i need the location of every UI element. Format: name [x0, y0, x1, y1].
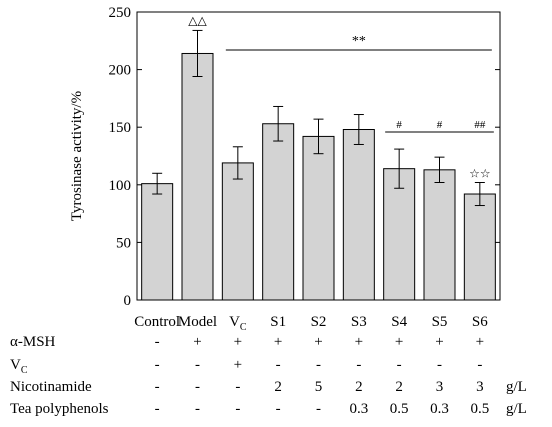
- treatment-row-label-main: Tea polyphenols: [10, 401, 109, 417]
- x-tick-label: VC: [229, 314, 247, 333]
- x-tick-label-main: S3: [351, 314, 367, 330]
- bar: [302, 135, 335, 301]
- bar: [383, 168, 416, 301]
- treatment-unit: g/L: [506, 401, 527, 417]
- treatment-cell: -: [235, 401, 240, 417]
- bar: [141, 183, 174, 301]
- treatment-cell: -: [356, 357, 361, 373]
- x-tick-label-main: S2: [311, 314, 327, 330]
- treatment-cell: +: [234, 334, 242, 350]
- treatment-cell: 3: [476, 379, 484, 395]
- y-tick-label: 0: [124, 293, 132, 309]
- bar: [262, 123, 295, 301]
- y-axis-label: Tyrosinase activity/%: [69, 91, 85, 221]
- x-tick-label-main: V: [229, 314, 240, 330]
- treatment-row-label: Tea polyphenols: [10, 401, 109, 417]
- x-tick-label: Model: [178, 314, 217, 330]
- treatment-cell: +: [395, 334, 403, 350]
- model-annotation: △△: [188, 13, 207, 27]
- x-tick-label-main: S6: [472, 314, 488, 330]
- treatment-row-label-main: α-MSH: [10, 334, 56, 350]
- treatment-cell: 0.5: [390, 401, 409, 417]
- treatment-cell: -: [155, 357, 160, 373]
- x-tick-label: S3: [351, 314, 367, 330]
- treatment-cell: +: [476, 334, 484, 350]
- treatment-row-label-subscript: C: [21, 365, 28, 376]
- y-tick-label: 100: [109, 178, 132, 194]
- treatment-cell: -: [437, 357, 442, 373]
- treatment-cell: -: [477, 357, 482, 373]
- bar: [463, 193, 496, 301]
- y-tick-label: 150: [109, 120, 132, 136]
- treatment-cell: +: [314, 334, 322, 350]
- treatment-row-label: Nicotinamide: [10, 379, 92, 395]
- treatment-cell: -: [155, 401, 160, 417]
- bar: [181, 52, 214, 301]
- x-tick-label: S2: [311, 314, 327, 330]
- treatment-cell: -: [195, 357, 200, 373]
- treatment-row-label-main: Nicotinamide: [10, 379, 92, 395]
- treatment-cell: -: [316, 401, 321, 417]
- x-tick-label: Control: [134, 314, 180, 330]
- treatment-cell: 2: [355, 379, 363, 395]
- treatment-cell: +: [274, 334, 282, 350]
- x-tick-label-main: Model: [178, 314, 217, 330]
- bar: [342, 129, 375, 301]
- treatment-cell: -: [155, 379, 160, 395]
- x-tick-label: S4: [391, 314, 407, 330]
- y-tick-label: 250: [109, 5, 132, 21]
- y-tick-label: 50: [116, 235, 131, 251]
- treatment-cell: -: [195, 401, 200, 417]
- treatment-cell: -: [276, 357, 281, 373]
- treatment-cell: -: [316, 357, 321, 373]
- treatment-cell: -: [195, 379, 200, 395]
- x-tick-label-main: S5: [432, 314, 448, 330]
- s6-hash-annotation: ##: [474, 119, 486, 131]
- treatment-cell: -: [276, 401, 281, 417]
- treatment-cell: +: [234, 357, 242, 373]
- treatment-cell: 0.5: [470, 401, 489, 417]
- treatment-cell: 2: [274, 379, 282, 395]
- significance-mark: **: [352, 34, 366, 49]
- treatment-cell: -: [235, 379, 240, 395]
- x-tick-label: S5: [432, 314, 448, 330]
- x-tick-label: S6: [472, 314, 488, 330]
- s4-annotation: #: [396, 119, 402, 131]
- treatment-cell: -: [155, 334, 160, 350]
- treatment-cell: +: [193, 334, 201, 350]
- s5-annotation: #: [437, 119, 443, 131]
- x-tick-label-subscript: C: [240, 322, 247, 333]
- treatment-unit: g/L: [506, 379, 527, 395]
- x-tick-label-main: S1: [270, 314, 286, 330]
- treatment-cell: 2: [395, 379, 403, 395]
- treatment-cell: 5: [315, 379, 323, 395]
- treatment-cell: +: [355, 334, 363, 350]
- s6-star-annotation: ☆☆: [469, 166, 491, 180]
- treatment-row-label: VC: [10, 357, 28, 376]
- x-tick-label: S1: [270, 314, 286, 330]
- treatment-row-label: α-MSH: [10, 334, 56, 350]
- x-tick-label-main: Control: [134, 314, 180, 330]
- bar: [221, 162, 254, 301]
- treatment-cell: +: [435, 334, 443, 350]
- treatment-cell: -: [397, 357, 402, 373]
- bar: [423, 169, 456, 301]
- x-tick-label-main: S4: [391, 314, 407, 330]
- y-tick-label: 200: [109, 63, 132, 79]
- treatment-cell: 0.3: [349, 401, 368, 417]
- treatment-cell: 0.3: [430, 401, 449, 417]
- treatment-cell: 3: [436, 379, 444, 395]
- treatment-row-label-main: V: [10, 357, 21, 373]
